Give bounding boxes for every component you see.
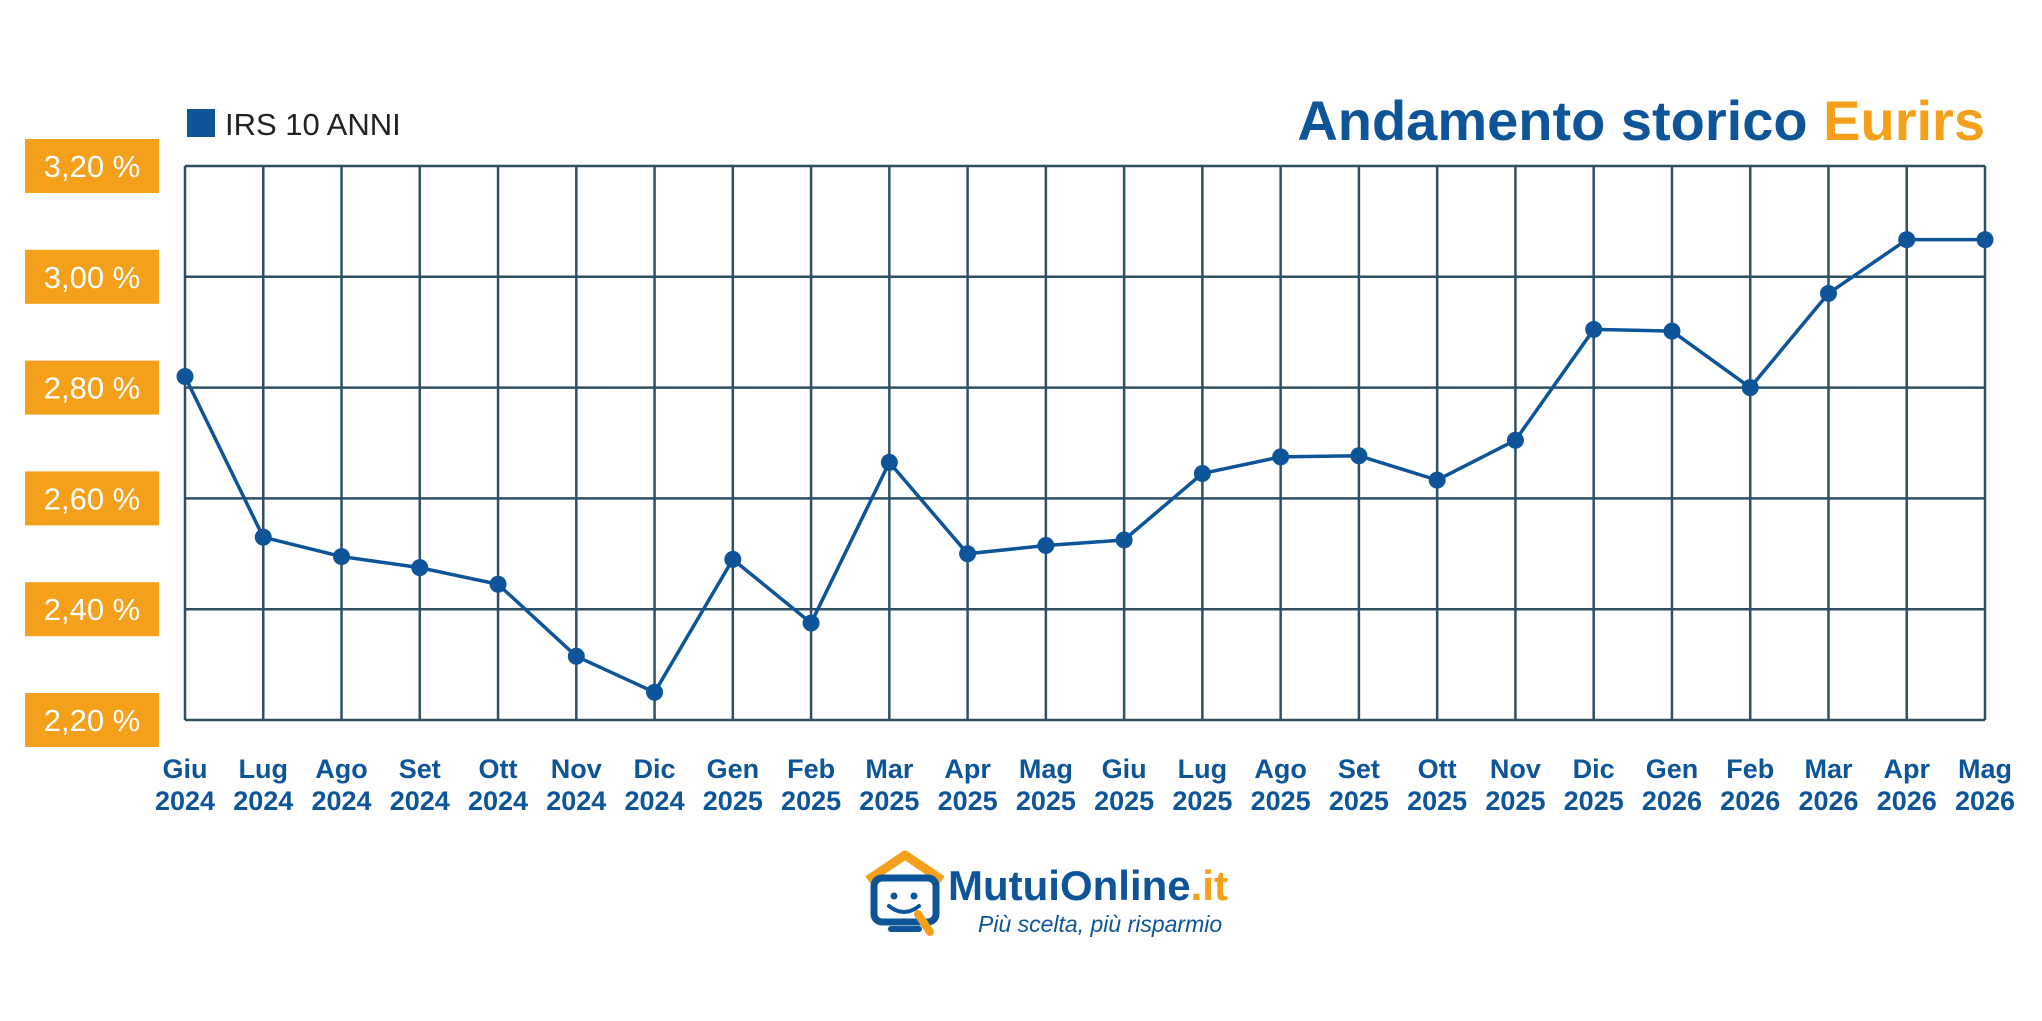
grid xyxy=(183,164,1987,722)
y-tick: 3,00 % xyxy=(25,249,159,304)
y-tick-box xyxy=(25,139,159,193)
chart-title-part2: Eurirs xyxy=(1823,89,1985,152)
y-tick: 2,80 % xyxy=(25,360,159,415)
x-tick-label: Set 2024 xyxy=(390,754,450,816)
y-tick-box xyxy=(25,693,159,747)
data-point xyxy=(1506,431,1524,449)
data-point xyxy=(1819,284,1837,302)
legend-label: IRS 10 ANNI xyxy=(225,107,401,142)
y-tick: 2,60 % xyxy=(25,471,159,526)
data-point xyxy=(802,614,820,632)
x-tick-label: Set 2025 xyxy=(1329,754,1389,816)
data-point xyxy=(1193,464,1211,482)
y-tick-label: 2,60 % xyxy=(44,481,141,516)
y-tick-box xyxy=(25,582,159,637)
x-tick-label: Mar 2026 xyxy=(1798,754,1858,816)
y-tick-box xyxy=(25,471,159,526)
x-axis-ticks: Giu 2024 Lug 2024 Ago 2024 Set 2024 Ott 2024 Nov 20… xyxy=(155,754,2015,816)
data-point xyxy=(1037,536,1055,554)
data-point xyxy=(724,550,742,568)
data-point xyxy=(1741,379,1759,397)
data-point xyxy=(411,559,429,577)
y-tick-box xyxy=(25,360,159,415)
x-tick-label: Lug 2025 xyxy=(1172,754,1232,816)
data-point xyxy=(1663,322,1681,340)
data-point xyxy=(959,545,977,563)
x-tick-label: Ago 2024 xyxy=(311,754,371,816)
logo-tagline: Più scelta, più risparmio xyxy=(978,911,1222,937)
x-tick-label: Lug 2024 xyxy=(233,754,293,816)
y-tick-label: 3,20 % xyxy=(44,149,141,184)
x-tick-label: Nov 2025 xyxy=(1485,754,1545,816)
logo: MutuiOnline.it Più scelta, più risparmio xyxy=(865,850,1228,937)
x-tick-label: Ago 2025 xyxy=(1251,754,1311,816)
data-point xyxy=(489,575,507,593)
y-tick-label: 3,00 % xyxy=(44,260,141,295)
x-tick-label: Apr 2025 xyxy=(938,754,998,816)
chart-title: Andamento storico Eurirs xyxy=(1297,89,1985,152)
y-tick: 3,20 % xyxy=(25,139,159,193)
x-tick-label: Giu 2024 xyxy=(155,754,215,816)
x-tick-label: Dic 2025 xyxy=(1564,754,1624,816)
x-tick-label: Feb 2025 xyxy=(781,754,841,816)
data-point xyxy=(333,548,351,566)
x-tick-label: Apr 2026 xyxy=(1877,754,1937,816)
y-tick-box xyxy=(25,249,159,304)
x-tick-label: Mag 2026 xyxy=(1955,754,2015,816)
y-tick-label: 2,80 % xyxy=(44,371,141,406)
logo-name: MutuiOnline.it xyxy=(948,862,1228,909)
data-point xyxy=(176,368,194,386)
x-tick-label: Dic 2024 xyxy=(625,754,685,816)
data-point xyxy=(567,647,585,665)
data-point xyxy=(254,528,272,546)
x-tick-label: Mag 2025 xyxy=(1016,754,1076,816)
legend-swatch xyxy=(187,109,215,137)
data-point xyxy=(1898,231,1916,249)
data-point xyxy=(646,683,664,701)
x-tick-label: Gen 2026 xyxy=(1642,754,1702,816)
data-point xyxy=(1976,231,1994,249)
data-point xyxy=(1272,448,1290,466)
data-point xyxy=(1350,447,1368,465)
series-line xyxy=(183,237,1985,695)
y-tick: 2,40 % xyxy=(25,582,159,637)
y-axis-ticks: 3,20 % 3,00 % 2,80 % 2,60 % 2,40 % 2,20 % xyxy=(25,139,159,747)
y-tick-label: 2,40 % xyxy=(44,592,141,627)
data-point xyxy=(1585,320,1603,338)
data-point xyxy=(1115,531,1133,549)
x-tick-label: Feb 2026 xyxy=(1720,754,1780,816)
data-point xyxy=(880,453,898,471)
chart-title-part1: Andamento storico xyxy=(1297,89,1807,152)
x-tick-label: Ott 2025 xyxy=(1407,754,1467,816)
legend: IRS 10 ANNI xyxy=(187,107,401,142)
y-tick-label: 2,20 % xyxy=(44,703,141,738)
series-irs-10-anni xyxy=(176,231,1994,701)
logo-name-part1: MutuiOnline xyxy=(948,862,1191,909)
data-point xyxy=(1428,471,1446,489)
x-tick-label: Mar 2025 xyxy=(859,754,919,816)
y-tick: 2,20 % xyxy=(25,693,159,747)
x-tick-label: Gen 2025 xyxy=(703,754,763,816)
x-tick-label: Ott 2024 xyxy=(468,754,528,816)
x-tick-label: Nov 2024 xyxy=(546,754,606,816)
x-tick-label: Giu 2025 xyxy=(1094,754,1154,816)
house-monitor-icon xyxy=(865,850,945,936)
logo-name-part2: .it xyxy=(1191,862,1228,909)
